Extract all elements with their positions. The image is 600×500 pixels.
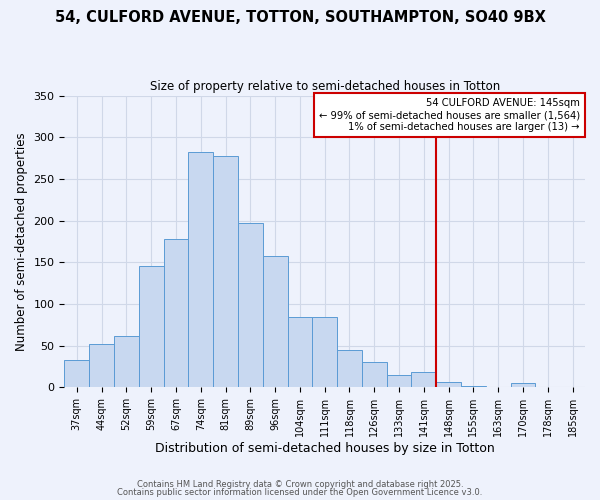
Bar [114,336,139,388]
X-axis label: Distribution of semi-detached houses by size in Totton: Distribution of semi-detached houses by … [155,442,494,455]
Bar [535,386,560,388]
Text: 54, CULFORD AVENUE, TOTTON, SOUTHAMPTON, SO40 9BX: 54, CULFORD AVENUE, TOTTON, SOUTHAMPTON,… [55,10,545,25]
Text: Contains HM Land Registry data © Crown copyright and database right 2025.: Contains HM Land Registry data © Crown c… [137,480,463,489]
Bar [386,375,412,388]
Bar [188,152,213,388]
Bar [287,318,313,388]
Bar [213,156,238,388]
Bar [486,386,511,388]
Title: Size of property relative to semi-detached houses in Totton: Size of property relative to semi-detach… [149,80,500,93]
Bar [139,266,164,388]
Y-axis label: Number of semi-detached properties: Number of semi-detached properties [15,132,28,351]
Bar [313,318,337,388]
Bar [412,372,436,388]
Bar [461,386,486,388]
Text: 54 CULFORD AVENUE: 145sqm
← 99% of semi-detached houses are smaller (1,564)
1% o: 54 CULFORD AVENUE: 145sqm ← 99% of semi-… [319,98,580,132]
Text: Contains public sector information licensed under the Open Government Licence v3: Contains public sector information licen… [118,488,482,497]
Bar [89,344,114,388]
Bar [238,223,263,388]
Bar [337,350,362,388]
Bar [511,383,535,388]
Bar [164,239,188,388]
Bar [263,256,287,388]
Bar [64,360,89,388]
Bar [436,382,461,388]
Bar [362,362,386,388]
